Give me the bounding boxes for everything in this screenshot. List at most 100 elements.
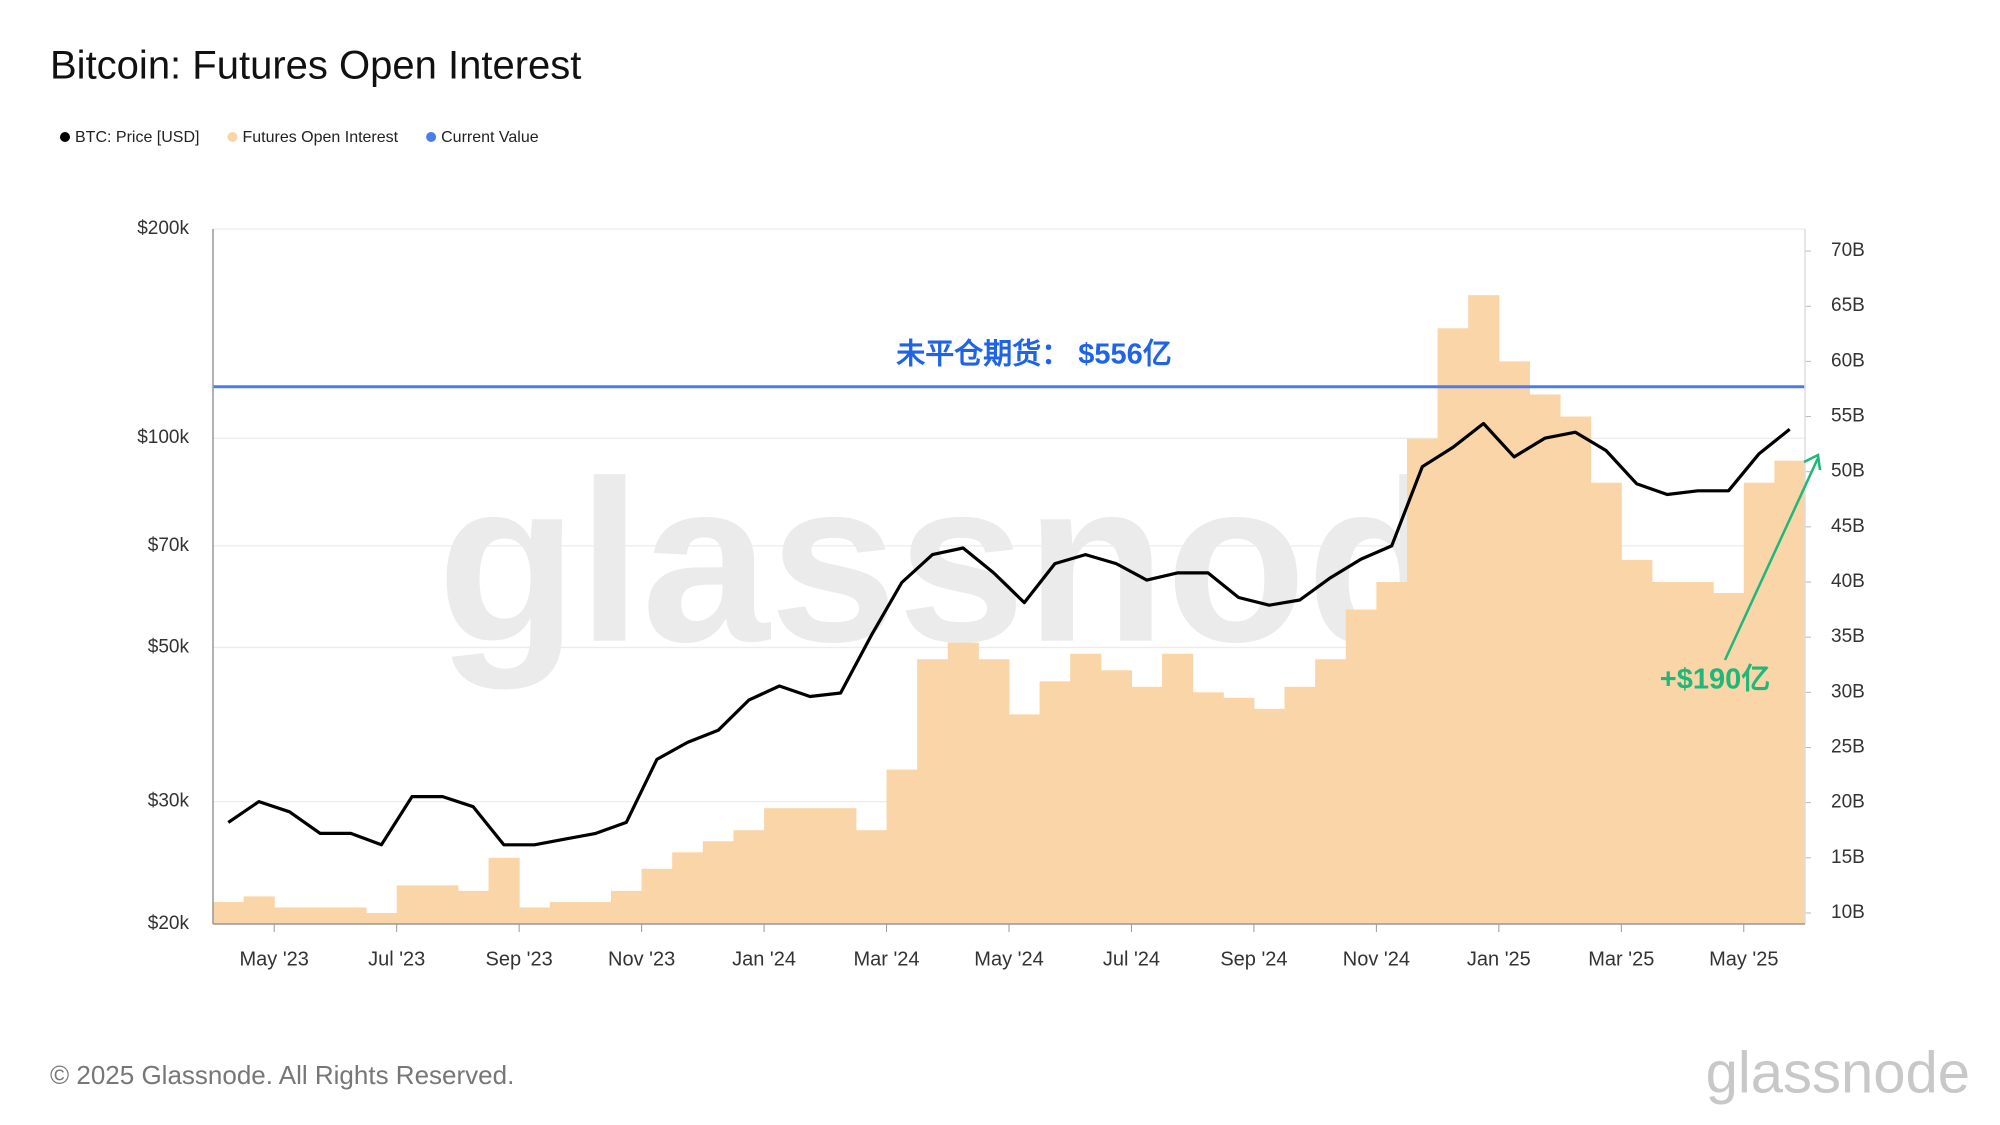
y-tick-label: $50k: [148, 636, 190, 657]
bar: [886, 769, 918, 924]
bar: [1621, 559, 1653, 924]
bar: [519, 907, 551, 924]
bar: [1192, 692, 1224, 924]
x-tick-label: Mar '25: [1588, 948, 1654, 970]
y2-tick-label: 30B: [1831, 681, 1865, 702]
x-tick-label: May '23: [240, 948, 309, 970]
bar: [1713, 593, 1745, 924]
x-tick-label: Sep '24: [1220, 948, 1287, 970]
bar: [947, 642, 979, 924]
bar: [1284, 686, 1316, 924]
bar: [702, 841, 734, 924]
bar: [1743, 482, 1775, 924]
bar: [855, 830, 888, 924]
legend-label: BTC: Price [USD]: [75, 129, 199, 146]
bar: [825, 808, 857, 924]
legend-marker: [60, 132, 70, 142]
bar: [1070, 653, 1102, 924]
bar: [427, 885, 459, 924]
bar: [978, 659, 1010, 924]
x-tick-label: May '24: [974, 948, 1043, 970]
bar: [1162, 653, 1194, 924]
y2-tick-label: 10B: [1831, 902, 1865, 923]
y-tick-label: $30k: [148, 791, 190, 812]
bar: [457, 890, 490, 924]
legend-marker: [227, 132, 238, 142]
bar: [733, 830, 765, 924]
bar: [917, 659, 949, 924]
bar: [764, 808, 796, 924]
bar: [1100, 670, 1132, 924]
x-tick-label: Nov '23: [608, 948, 675, 970]
y-tick-label: $70k: [148, 535, 190, 556]
x-tick-label: Nov '24: [1343, 948, 1410, 970]
bar: [1253, 708, 1286, 924]
bar: [1529, 394, 1561, 924]
legend-marker: [426, 132, 437, 142]
annotation: 未平仓期货： $556亿: [896, 337, 1172, 371]
y2-tick-label: 60B: [1831, 350, 1865, 371]
x-tick-label: May '25: [1709, 948, 1778, 970]
bar: [1774, 460, 1806, 924]
bar: [335, 907, 367, 924]
bar: [549, 901, 581, 924]
bar: [641, 868, 673, 924]
x-tick-label: Jul '24: [1103, 948, 1160, 970]
x-tick-label: Jul '23: [368, 948, 425, 970]
annotation-arrowhead: [1803, 453, 1822, 471]
y-tick-label: $100k: [137, 427, 189, 448]
bar: [1345, 609, 1377, 924]
y2-tick-label: 35B: [1831, 626, 1865, 647]
y2-tick-label: 45B: [1831, 516, 1865, 537]
footer: © 2025 Glassnode. All Rights Reserved.: [50, 1060, 514, 1090]
bar: [304, 907, 336, 924]
plot-area: $20k $30k $50k $70k $100k $200k 10B 15B 20B 25B 30…: [137, 218, 1865, 970]
y2-tick-label: 55B: [1831, 406, 1865, 427]
bar: [611, 890, 643, 924]
x-tick-label: Sep '23: [486, 948, 553, 970]
legend-label: Futures Open Interest: [242, 129, 398, 146]
bar: [580, 901, 612, 924]
bar: [1131, 686, 1163, 924]
annotation-arrow: [1723, 457, 1820, 661]
annotation: +$190亿: [1660, 663, 1770, 696]
logo: glassnode: [1706, 1040, 1970, 1105]
legend-label: Current Value: [441, 129, 539, 146]
bar: [1376, 582, 1408, 924]
bar: [213, 901, 245, 924]
price-line: [227, 421, 1791, 847]
bar: [1468, 295, 1500, 924]
bar: [1590, 482, 1622, 924]
bar: [488, 857, 520, 924]
y2-tick-label: 40B: [1831, 571, 1865, 592]
y2-tick-label: 25B: [1831, 737, 1865, 758]
bar: [1039, 681, 1071, 924]
bar: [672, 852, 704, 924]
chart-title: Bitcoin: Futures Open Interest: [50, 44, 581, 88]
bar: [366, 912, 398, 924]
bar: [274, 907, 306, 924]
bar: [1437, 328, 1469, 924]
bar: [1407, 438, 1439, 924]
bar: [1009, 714, 1041, 924]
x-tick-label: Jan '24: [732, 948, 796, 970]
bar: [794, 808, 826, 924]
y-tick-label: $20k: [148, 913, 190, 934]
bar: [1651, 582, 1684, 924]
bar: [1223, 697, 1255, 924]
x-tick-label: Mar '24: [853, 948, 919, 970]
y2-tick-label: 15B: [1831, 847, 1865, 868]
x-tick-label: Jan '25: [1467, 948, 1531, 970]
bar: [396, 885, 428, 924]
y2-tick-label: 50B: [1831, 461, 1865, 482]
y2-tick-label: 70B: [1831, 240, 1865, 261]
y2-tick-label: 65B: [1831, 295, 1865, 316]
y-tick-label: $200k: [137, 218, 189, 239]
y2-tick-label: 20B: [1831, 792, 1865, 813]
bar: [1682, 582, 1714, 924]
bar: [1560, 416, 1592, 924]
bar: [243, 896, 275, 924]
bar: [1315, 659, 1347, 924]
